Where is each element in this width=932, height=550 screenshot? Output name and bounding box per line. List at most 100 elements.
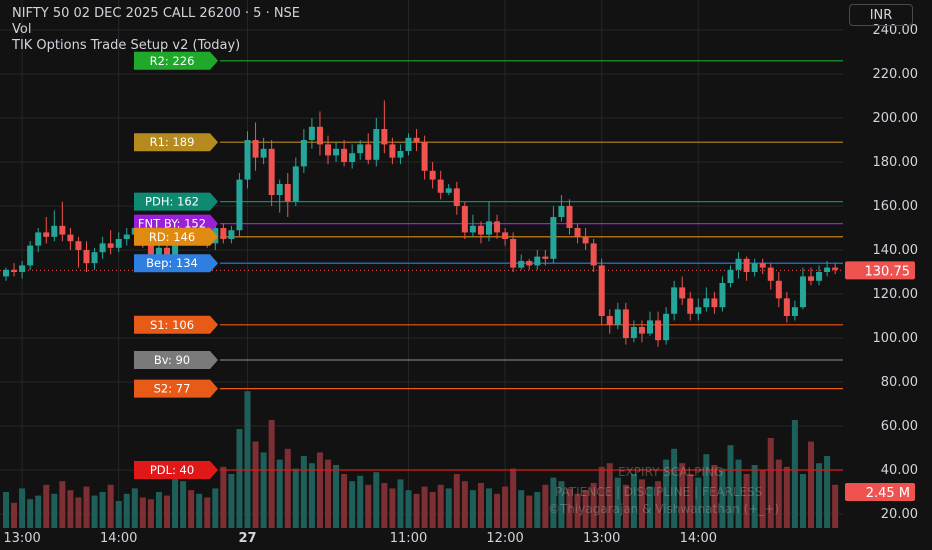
time-tick-label: 14:00 (680, 531, 717, 546)
candle-body (453, 188, 460, 206)
candle-body (260, 148, 267, 158)
candle-body (622, 309, 629, 338)
candle-body (832, 267, 839, 270)
candle-body (598, 265, 605, 316)
time-tick-label: 13:00 (583, 531, 620, 546)
volume-indicator-label[interactable]: Vol (12, 22, 32, 37)
volume-bar (429, 492, 436, 528)
candle-body (115, 239, 122, 248)
price-tick-label: 200.00 (873, 111, 919, 126)
candle-body (469, 225, 476, 233)
volume-bar (357, 475, 364, 528)
volume-bar (236, 429, 243, 528)
level-tag (134, 254, 218, 273)
volume-bar (542, 484, 549, 528)
volume-bar (799, 474, 806, 528)
volume-bar (51, 493, 58, 528)
volume-bar (655, 481, 662, 528)
volume-bar (365, 484, 372, 528)
watermark-credit: ©Thiyagarajan & Vishwanathan (+_+) (548, 502, 780, 516)
volume-bar (550, 477, 557, 528)
candle-body (244, 140, 251, 180)
volume-bar (405, 490, 412, 528)
candle-body (75, 241, 82, 250)
candle-body (11, 269, 18, 272)
candle-body (647, 320, 653, 334)
price-tick-label: 160.00 (873, 199, 919, 214)
volume-bar (566, 488, 573, 528)
volume-bar (832, 484, 839, 528)
volume-bar (751, 465, 758, 528)
candle-body (27, 245, 34, 266)
volume-bar (518, 490, 525, 528)
candle-body (775, 280, 782, 299)
candle-body (574, 228, 581, 237)
candle-body (123, 234, 130, 239)
candle-body (630, 327, 637, 338)
volume-bar (816, 463, 823, 528)
candle-body (19, 265, 26, 272)
indicator-label[interactable]: TIK Options Trade Setup v2 (Today) (12, 38, 241, 53)
level-tag-label: RD: 146 (149, 230, 195, 244)
candle-body (83, 250, 90, 264)
candle-body (91, 252, 98, 264)
volume-bar (333, 465, 340, 528)
volume-bar (107, 484, 114, 528)
price-tick-label: 140.00 (873, 243, 919, 258)
candle-body (220, 228, 227, 239)
candle-body (268, 148, 275, 195)
symbol-title[interactable]: NIFTY 50 02 DEC 2025 CALL 26200 · 5 · NS… (12, 6, 301, 21)
volume-bar (115, 501, 122, 528)
volume-bar (727, 445, 734, 528)
candle-body (445, 188, 452, 193)
candle-body (735, 258, 742, 270)
candle-body (365, 144, 372, 160)
watermark-motto: PATIENCE | DISCIPLINE | FEARLESS (555, 485, 763, 499)
volume-bar (308, 463, 315, 528)
volume-bar (494, 493, 501, 528)
volume-bar (663, 459, 670, 528)
candle-body (711, 298, 718, 308)
volume-bar (437, 484, 444, 528)
level-tag (134, 133, 218, 152)
volume-bar (719, 468, 726, 528)
volume-bar (526, 495, 533, 528)
volume-bar (27, 499, 34, 528)
volume-bar (421, 486, 428, 528)
candle-body (405, 137, 412, 151)
candle-body (542, 256, 549, 259)
candle-body (228, 230, 235, 239)
candle-body (655, 320, 662, 341)
level-tag (134, 315, 218, 334)
candle-body (308, 126, 315, 140)
candle-body (389, 144, 396, 158)
price-candles (3, 100, 839, 347)
candle-body (638, 327, 645, 334)
volume-bar (147, 499, 154, 528)
candle-body (349, 153, 356, 162)
volume-bar (647, 486, 653, 528)
volume-bar (268, 420, 275, 528)
candle-body (316, 126, 323, 145)
volume-bar (606, 463, 613, 528)
volume-bar (284, 448, 291, 528)
volume-bar (791, 420, 798, 528)
volume-bar (638, 479, 645, 528)
level-tag (134, 461, 218, 479)
candle-body (695, 307, 702, 314)
volume-bar (139, 497, 146, 528)
volume-bar (445, 488, 452, 528)
level-tag-label: S2: 77 (154, 382, 191, 396)
volume-bar (461, 481, 468, 528)
currency-button[interactable]: INR (849, 4, 913, 26)
candle-body (808, 276, 814, 281)
candle-body (437, 179, 444, 193)
volume-bar (574, 493, 581, 528)
candle-body (429, 170, 436, 180)
candle-body (43, 232, 50, 237)
volume-bar (453, 474, 460, 528)
candle-body (671, 287, 678, 314)
price-tick-label: 120.00 (873, 287, 919, 302)
candle-body (276, 184, 283, 195)
candle-body (783, 298, 790, 316)
